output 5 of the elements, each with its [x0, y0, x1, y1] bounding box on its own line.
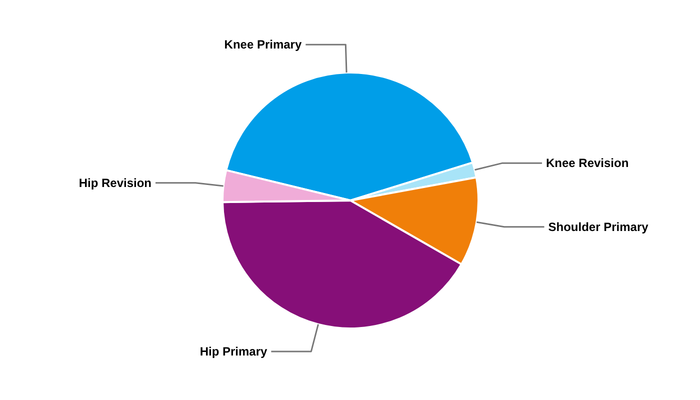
slice-label: Hip Primary [200, 344, 268, 358]
slice-label: Knee Revision [546, 156, 629, 170]
slice-label: Knee Primary [224, 38, 302, 52]
slice-label: Shoulder Primary [548, 220, 649, 234]
slice-label: Hip Revision [78, 176, 152, 190]
